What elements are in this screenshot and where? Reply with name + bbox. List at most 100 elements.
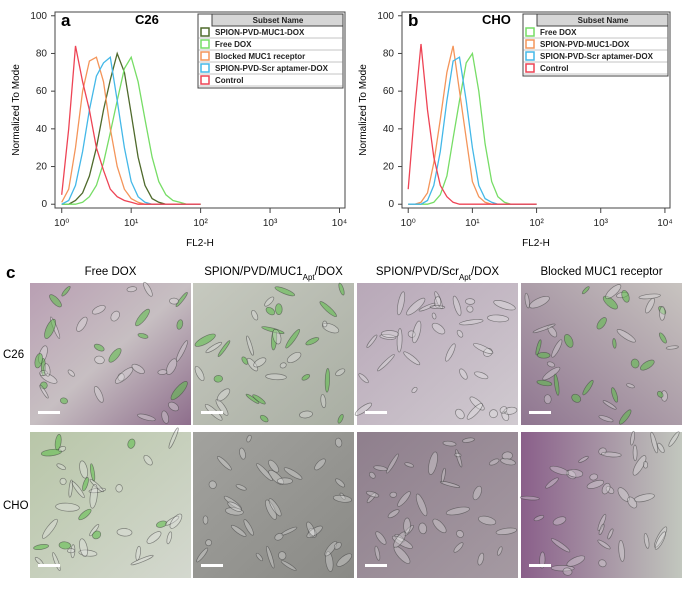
cell [633,493,655,503]
series-line [61,55,201,205]
cell [543,394,552,405]
cell [379,334,397,340]
title-part: SPION/PVD/Scr [376,266,459,278]
title-part: /DOX [471,266,499,278]
cell [374,545,381,561]
micrograph [357,432,518,578]
cell [645,297,655,314]
cell [246,335,254,356]
cell [406,297,426,316]
cell [434,296,442,308]
cell [175,291,188,308]
cell [665,345,679,350]
cell-line-label: C26 [135,12,159,27]
cell [553,373,560,396]
cell [110,310,120,322]
title-part: /DOX [315,266,343,278]
cell [205,539,212,547]
cell [278,551,287,560]
cell [535,339,542,356]
cell [586,479,605,489]
cell [170,381,188,401]
cell [58,541,72,550]
cell [566,555,586,567]
title-part: Free DOX [85,266,137,278]
cell [597,539,611,550]
legend-label: SPION-PVD-MUC1-DOX [540,40,630,49]
cell [618,409,632,425]
legend-swatch [525,63,535,73]
cell [477,552,485,566]
cell [43,363,51,377]
x-tick-label: 10⁴ [657,218,672,229]
cell [335,368,346,377]
cell [301,374,311,381]
cell [89,484,98,509]
x-tick-label: 10² [193,218,208,229]
cell [589,473,599,481]
cell [108,347,122,363]
cell [532,323,556,334]
cell [235,484,247,491]
cell [322,320,328,328]
cell [78,549,98,557]
cell [562,567,573,576]
cell [58,446,67,452]
cell [274,286,296,297]
cell [455,449,463,468]
legend-label: Free DOX [215,40,252,49]
cell [602,400,617,410]
cell [393,531,407,549]
cell [418,302,437,312]
cell [82,477,89,492]
cell [39,384,49,399]
micrograph [354,283,518,425]
cell [168,427,179,449]
x-tick-label: 10¹ [465,218,480,229]
cell [581,286,590,295]
cell [546,361,556,368]
title-part: Apt [303,273,316,282]
cell [432,518,447,534]
cell [407,330,416,338]
cell [265,373,287,381]
legend-swatch [200,63,210,73]
cell [459,368,468,380]
legend-label: Control [215,76,243,85]
cell [519,495,540,501]
cell [549,465,570,476]
cell [279,362,287,369]
cell [33,543,49,551]
title-part: SPION/PVD/MUC1 [204,266,302,278]
legend-label: Control [540,64,568,73]
cell [335,478,346,488]
cell [320,394,327,409]
cell [168,401,179,412]
cell [415,493,428,517]
cell [373,465,388,472]
cell [94,355,105,365]
cell [456,529,464,538]
cell [286,351,302,364]
cell [536,352,551,359]
cell [272,329,282,345]
column-title: Free DOX [85,266,137,278]
cell [598,415,614,423]
cell [205,341,223,354]
row-label: CHO [3,500,29,512]
x-tick-label: 10⁰ [401,218,416,229]
legend-swatch [525,27,535,37]
cell [600,451,622,458]
cell [366,490,380,498]
micrograph [30,281,191,425]
cell [215,398,229,416]
cell [488,458,500,466]
cell [68,479,73,498]
cell [469,396,485,411]
cell [445,343,456,362]
cell [533,515,545,522]
x-tick-label: 10⁴ [332,218,347,229]
cell [116,528,133,537]
cell [126,286,138,293]
cell [465,298,476,305]
